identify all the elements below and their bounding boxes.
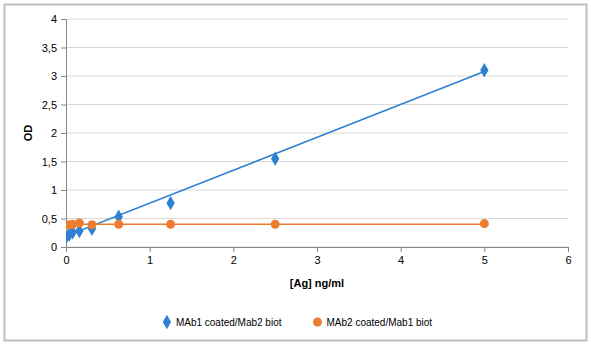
data-point	[166, 196, 174, 210]
grid-line	[66, 218, 568, 219]
grid-line	[66, 104, 568, 105]
plot-area	[66, 63, 489, 244]
data-point	[271, 220, 280, 229]
grid-line	[66, 19, 568, 20]
tick: 0,5	[42, 213, 66, 225]
data-point	[166, 220, 175, 229]
grid-line	[66, 190, 568, 191]
tick: 2,5	[42, 99, 66, 111]
tick-mark	[61, 190, 66, 191]
tick: 0	[51, 241, 66, 253]
grid	[66, 19, 568, 247]
tick-mark	[233, 247, 234, 252]
tick: 3,5	[42, 42, 66, 54]
tick: 2	[231, 247, 237, 266]
tick-label: 0	[51, 241, 57, 253]
data-point	[271, 151, 279, 165]
tick-mark	[61, 105, 66, 106]
tick-label: 2	[231, 254, 237, 266]
tick-label: 5	[482, 254, 488, 266]
tick-label: 3	[51, 70, 57, 82]
tick-mark	[484, 247, 485, 252]
grid-line	[66, 133, 568, 134]
x-axis: 0 1 2 3 4 5 6	[63, 247, 571, 266]
tick-label: 4	[398, 254, 404, 266]
chart-frame	[5, 5, 587, 341]
data-point	[480, 63, 488, 77]
tick-label: 0,5	[42, 213, 57, 225]
tick-mark	[401, 247, 402, 252]
axis-line	[67, 248, 569, 253]
tick: 4	[51, 13, 66, 25]
legend-item: MAb2 coated/Mab1 biot	[313, 317, 432, 328]
tick-label: 1,5	[42, 156, 57, 168]
tick-label: 1	[147, 254, 153, 266]
tick: 2	[51, 127, 66, 139]
tick-mark	[61, 162, 66, 163]
data-point	[87, 220, 96, 229]
y-axis: 0 0,5 1 1,5 2 2,5 3 3,5 4	[42, 13, 67, 253]
trendline	[66, 71, 484, 236]
tick: 4	[398, 247, 404, 266]
x-axis-title: [Ag] ng/ml	[290, 277, 344, 289]
legend-label: MAb1 coated/Mab2 biot	[176, 317, 282, 328]
legend: MAb1 coated/Mab2 biot MAb2 coated/Mab1 bi…	[163, 315, 433, 329]
tick-mark	[150, 247, 151, 252]
data-point	[114, 220, 123, 229]
tick: 3	[51, 70, 66, 82]
tick-label: 0	[63, 254, 69, 266]
tick-mark	[61, 76, 66, 77]
tick-mark	[66, 247, 67, 252]
tick-label: 4	[51, 13, 57, 25]
y-axis-title: OD	[22, 125, 34, 142]
grid-line	[66, 76, 568, 77]
tick: 6	[565, 247, 571, 266]
data-point	[75, 219, 84, 228]
legend-label: MAb2 coated/Mab1 biot	[327, 317, 433, 328]
tick: 0	[63, 247, 69, 266]
tick-mark	[61, 19, 66, 20]
tick-label: 1	[51, 184, 57, 196]
tick-label: 6	[565, 254, 571, 266]
tick-mark	[61, 247, 66, 248]
tick: 1	[51, 184, 66, 196]
tick-mark	[317, 247, 318, 252]
tick: 1	[147, 247, 153, 266]
data-point	[480, 219, 489, 228]
tick-mark	[61, 133, 66, 134]
grid-line	[66, 161, 568, 162]
tick: 3	[314, 247, 320, 266]
tick-label: 2	[51, 127, 57, 139]
tick-mark	[568, 247, 569, 252]
legend-marker	[163, 315, 171, 329]
tick: 1,5	[42, 156, 66, 168]
tick-mark	[61, 219, 66, 220]
tick-mark	[61, 48, 66, 49]
axis-line	[61, 20, 67, 248]
tick-label: 3	[314, 254, 320, 266]
legend-item: MAb1 coated/Mab2 biot	[163, 315, 282, 329]
tick-label: 3,5	[42, 42, 57, 54]
tick-label: 2,5	[42, 99, 57, 111]
tick: 5	[482, 247, 488, 266]
grid-line	[66, 47, 568, 48]
legend-marker	[313, 317, 322, 326]
chart: 0 0,5 1 1,5 2 2,5 3 3,5 4 0 1 2 3 4 5 6 [Ag] ng/ml OD MAb1…	[0, 0, 591, 345]
